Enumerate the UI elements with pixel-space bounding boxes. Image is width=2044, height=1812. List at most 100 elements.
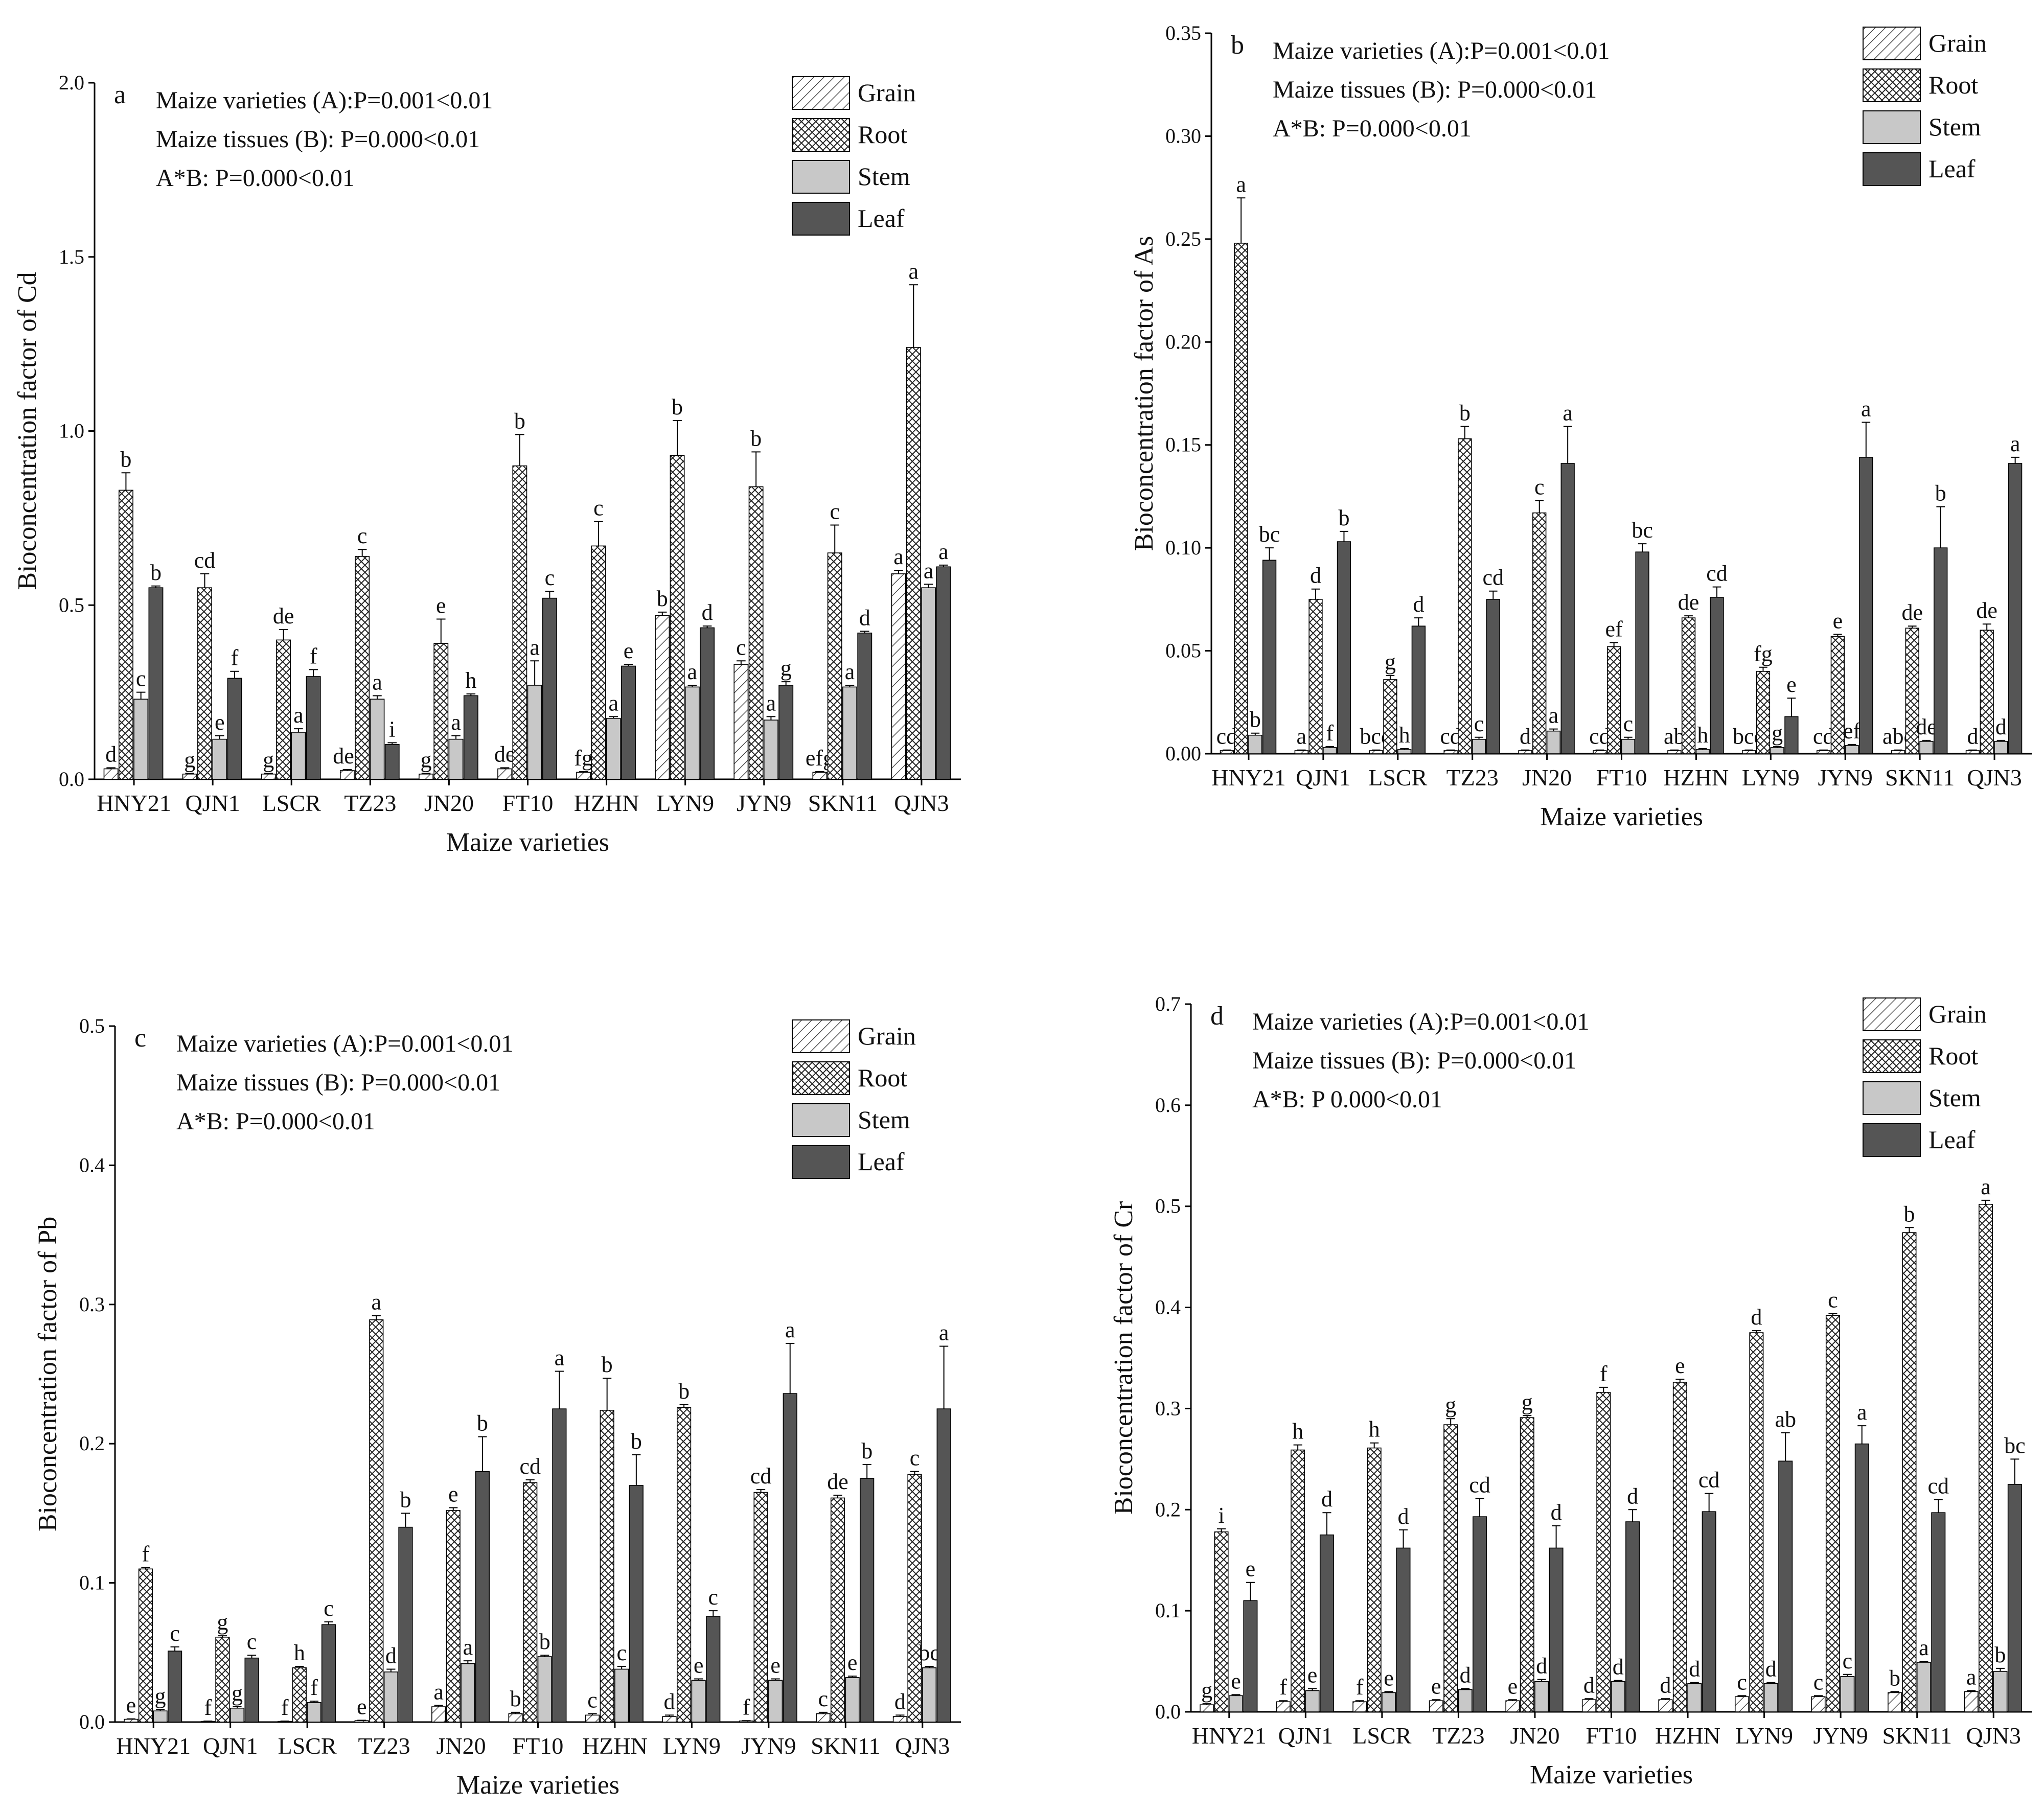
y-tick-label: 0.30 bbox=[1165, 124, 1201, 147]
bar-leaf bbox=[168, 1651, 182, 1723]
legend-label: Leaf bbox=[1928, 154, 1976, 183]
significance-label: a bbox=[1857, 1400, 1867, 1425]
x-tick-label: HNY21 bbox=[116, 1733, 191, 1759]
significance-label: e bbox=[1786, 672, 1797, 697]
chart-panel-b: 0.000.050.100.150.200.250.300.35HNY21cda… bbox=[1130, 21, 2032, 831]
bar-grain bbox=[733, 664, 749, 780]
legend-swatch-stem bbox=[792, 160, 850, 194]
significance-label: fg bbox=[574, 746, 593, 771]
bar-leaf bbox=[148, 587, 164, 780]
bar-stem bbox=[1993, 1671, 2008, 1712]
significance-label: i bbox=[389, 716, 395, 741]
bar-root bbox=[1367, 1447, 1382, 1712]
bar-grain bbox=[1964, 1691, 1979, 1712]
stat-line: Maize tissues (B): P=0.000<0.01 bbox=[1273, 76, 1597, 103]
legend-swatch-root bbox=[1863, 68, 1921, 102]
bar-root bbox=[830, 1497, 845, 1723]
bar-grain bbox=[1965, 750, 1980, 754]
x-tick-label: JN20 bbox=[436, 1733, 486, 1759]
bar-root bbox=[118, 490, 133, 780]
bar-stem bbox=[1472, 739, 1486, 754]
significance-label: e bbox=[1246, 1557, 1256, 1582]
significance-label: e bbox=[126, 1693, 136, 1718]
bar-leaf bbox=[857, 632, 872, 780]
x-tick-label: HNY21 bbox=[1192, 1723, 1267, 1749]
legend-swatch-grain bbox=[792, 76, 850, 110]
significance-label: de bbox=[1902, 600, 1923, 625]
legend-swatch-stem bbox=[1863, 1081, 1921, 1115]
legend-swatch-grain bbox=[1863, 27, 1921, 60]
bar-root bbox=[1979, 1203, 1993, 1712]
significance-label: d bbox=[1660, 1672, 1671, 1698]
significance-label: cd bbox=[1469, 1473, 1490, 1498]
x-tick-label: FT10 bbox=[513, 1733, 564, 1759]
bar-root bbox=[1520, 1417, 1534, 1712]
legend-swatch-leaf bbox=[792, 1145, 850, 1179]
bar-stem bbox=[1397, 749, 1412, 754]
bar-stem bbox=[1546, 730, 1561, 754]
significance-label: e bbox=[357, 1694, 367, 1719]
x-tick-label: HZHN bbox=[574, 790, 639, 816]
bar-leaf bbox=[783, 1393, 797, 1723]
legend-label: Grain bbox=[1928, 1000, 1987, 1028]
significance-label: a bbox=[938, 539, 949, 564]
x-tick-label: TZ23 bbox=[358, 1733, 410, 1759]
significance-label: f bbox=[204, 1695, 212, 1720]
significance-label: f bbox=[1279, 1675, 1287, 1700]
legend-label: Stem bbox=[858, 1105, 910, 1134]
chart-panel-d: 0.0 0.1 0.2 0.3 0.4 0.5 0.6 0.7 HNY21 g i e e QJN1 f h e… bbox=[1109, 992, 2032, 1790]
x-tick-label: SKN11 bbox=[1882, 1723, 1952, 1749]
stat-line: Maize varieties (A):P=0.001<0.01 bbox=[176, 1030, 513, 1057]
x-tick-label: TZ23 bbox=[1446, 764, 1499, 791]
bar-stem bbox=[133, 699, 149, 780]
legend-swatch-root bbox=[792, 1061, 850, 1095]
bar-root bbox=[512, 465, 527, 780]
significance-label: f bbox=[1326, 721, 1334, 746]
bar-grain bbox=[419, 773, 433, 780]
significance-label: de bbox=[1976, 598, 1997, 623]
significance-label: g bbox=[780, 656, 792, 681]
significance-label: e bbox=[448, 1482, 458, 1507]
bar-grain bbox=[1220, 750, 1234, 754]
significance-label: ef bbox=[1605, 616, 1623, 641]
significance-label: a bbox=[463, 1635, 473, 1660]
significance-label: g bbox=[1522, 1389, 1533, 1414]
significance-label: d bbox=[1536, 1654, 1547, 1679]
significance-label: a bbox=[1549, 703, 1559, 728]
significance-label: a bbox=[939, 1320, 949, 1345]
bar-leaf bbox=[1625, 1521, 1640, 1712]
significance-label: cd bbox=[1440, 724, 1461, 749]
stat-line: A*B: P 0.000<0.01 bbox=[1252, 1086, 1442, 1113]
significance-label: e bbox=[215, 710, 225, 735]
significance-label: e bbox=[1307, 1662, 1318, 1687]
significance-label: b bbox=[750, 426, 762, 451]
significance-label: g bbox=[217, 1610, 228, 1635]
significance-label: c bbox=[593, 496, 604, 521]
bar-grain bbox=[812, 772, 828, 780]
significance-label: cd bbox=[1216, 724, 1238, 749]
significance-label: f bbox=[142, 1542, 150, 1567]
significance-label: a bbox=[530, 635, 540, 660]
y-tick-label: 0.5 bbox=[59, 593, 84, 616]
significance-label: de bbox=[827, 1469, 848, 1494]
x-tick-label: HZHN bbox=[582, 1733, 648, 1759]
significance-label: a bbox=[2010, 431, 2020, 456]
significance-label: f bbox=[1356, 1675, 1364, 1700]
y-tick-label: 0.0 bbox=[59, 768, 84, 791]
x-axis-title: Maize varieties bbox=[456, 1771, 619, 1800]
significance-label: a bbox=[924, 558, 934, 583]
significance-label: a bbox=[555, 1345, 565, 1370]
significance-label: a bbox=[1236, 172, 1246, 197]
significance-label: e bbox=[1508, 1674, 1518, 1699]
bar-root bbox=[1756, 671, 1771, 754]
significance-label: c bbox=[736, 635, 746, 660]
legend-label: Grain bbox=[1928, 29, 1987, 57]
significance-label: d bbox=[385, 1643, 397, 1668]
significance-label: a bbox=[785, 1317, 795, 1342]
bar-grain bbox=[1581, 1699, 1596, 1712]
significance-label: e bbox=[1675, 1353, 1685, 1378]
bar-stem bbox=[842, 686, 857, 780]
bar-grain bbox=[1734, 1696, 1749, 1712]
bar-grain bbox=[1429, 1700, 1443, 1712]
significance-label: bc bbox=[2004, 1433, 2026, 1458]
